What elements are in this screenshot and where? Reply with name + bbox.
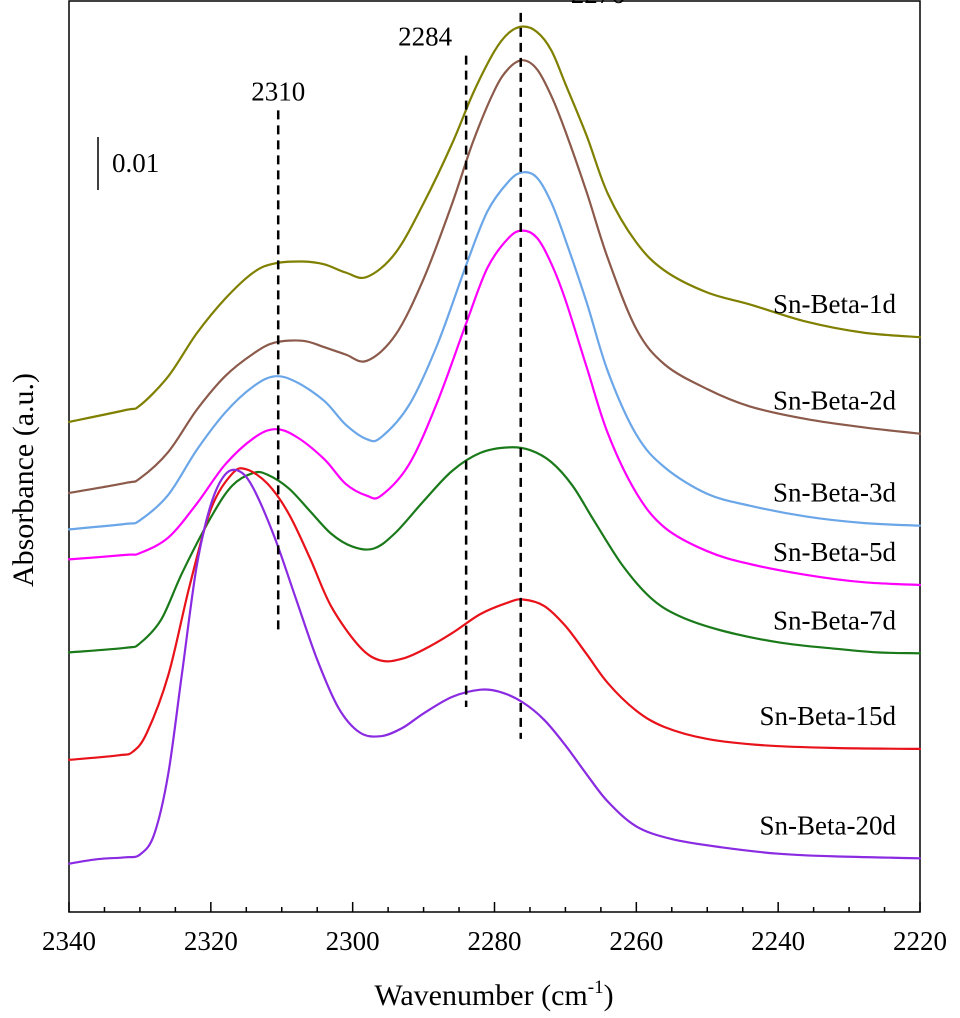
series-label-sn-beta-7d: Sn-Beta-7d [773,605,896,635]
x-axis-title-text: Wavenumber (cm [374,979,587,1012]
x-tick-label: 2240 [751,926,805,956]
x-tick-label: 2280 [468,926,522,956]
y-axis-title: Absorbance (a.u.) [7,373,40,587]
series-label-sn-beta-5d: Sn-Beta-5d [773,537,896,567]
series-label-sn-beta-2d: Sn-Beta-2d [773,386,896,416]
x-tick-label: 2220 [893,926,947,956]
series-label-sn-beta-20d: Sn-Beta-20d [760,810,897,840]
peak-label-2284: 2284 [398,22,453,52]
series-line-sn-beta-15d [67,467,922,761]
x-axis-title-superscript: -1 [588,977,604,998]
scale-bar: 0.01 [97,137,159,190]
series-line-sn-beta-5d [67,229,922,587]
peak-label-2310: 2310 [251,76,305,106]
series-label-sn-beta-15d: Sn-Beta-15d [760,701,897,731]
series-line-sn-beta-3d [67,171,922,531]
series-label-sn-beta-1d: Sn-Beta-1d [773,289,896,319]
series-line-sn-beta-7d [67,446,922,655]
series-layer: Sn-Beta-1d Sn-Beta-2d Sn-Beta-3d Sn-Beta-5d… [67,25,922,865]
series-label-sn-beta-3d: Sn-Beta-3d [773,478,896,508]
peak-label-2276: 2276 [571,0,625,9]
series-line-sn-beta-20d [67,468,922,865]
x-tick-label: 2300 [326,926,380,956]
series-line-sn-beta-1d [67,25,922,423]
x-axis: 2340 2320 2300 2280 2260 2240 2220 [42,902,947,956]
series-line-sn-beta-2d [67,59,922,494]
peak-marker-layer: 2310 2284 2276 [251,0,625,739]
x-axis-title-close: ) [604,979,614,1012]
x-tick-label: 2260 [609,926,663,956]
x-tick-label: 2320 [184,926,238,956]
x-axis-title: Wavenumber (cm-1) [374,977,613,1012]
plot-frame [68,0,921,913]
scale-bar-label: 0.01 [112,148,159,178]
x-tick-label: 2340 [42,926,96,956]
